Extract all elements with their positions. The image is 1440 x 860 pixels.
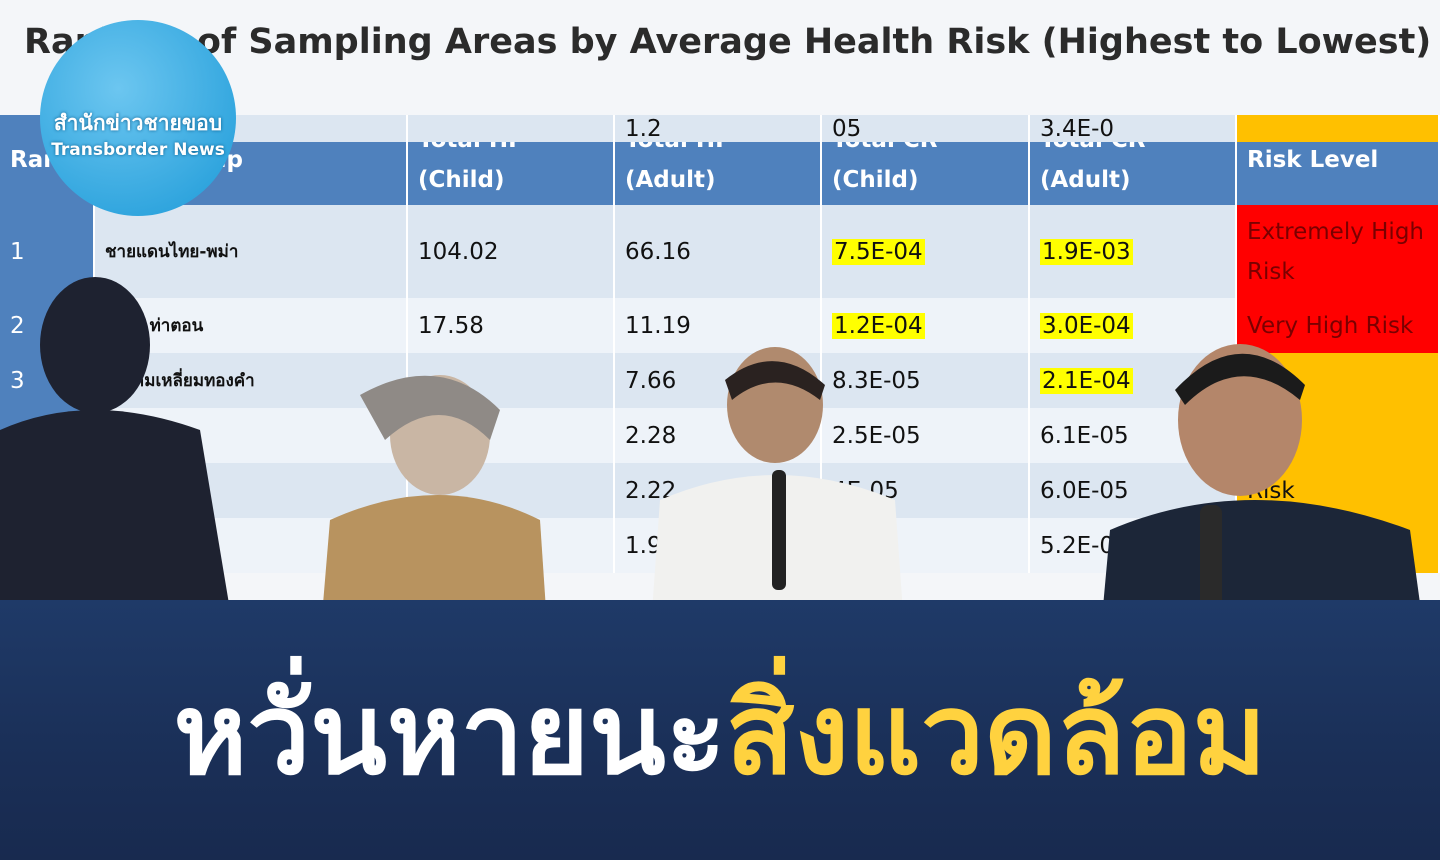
highlighted-value: 1.9E-03 — [1040, 238, 1133, 265]
logo: สำนักข่าวชายขอบ Transborder News — [40, 20, 236, 216]
table-cell: 66.16 — [615, 205, 822, 298]
table-cell: 1 — [0, 205, 95, 298]
table-cell: Extremely High Risk — [1237, 205, 1440, 298]
table-cell: 1.2 — [615, 115, 822, 142]
headline-band — [0, 600, 1440, 860]
table-cell: 1.2E-04 — [822, 298, 1030, 353]
headline: หวั่นหายนะสิ่งแวดล้อม — [0, 660, 1440, 810]
highlighted-value: 1.2E-04 — [832, 312, 925, 339]
person-right — [1100, 344, 1425, 640]
table-cell — [408, 115, 615, 142]
table-cell: 104.02 — [408, 205, 615, 298]
table-cell: 17.58 — [408, 298, 615, 353]
table-cell: 7.5E-04 — [822, 205, 1030, 298]
table-cell: Very High Risk — [1237, 298, 1440, 353]
table-cell: 3.0E-04 — [1030, 298, 1237, 353]
table-cell — [1237, 115, 1440, 142]
highlighted-value: 2.1E-04 — [1040, 367, 1133, 394]
table-cell: 3.4E-0 — [1030, 115, 1237, 142]
table-cell: 2.5E-05 — [822, 408, 1030, 463]
headline-white: หวั่นหายนะ — [173, 670, 726, 800]
logo-thai: สำนักข่าวชายขอบ — [53, 110, 223, 135]
table-cell: 05 — [822, 115, 1030, 142]
table-cell: 11.19 — [615, 298, 822, 353]
table-cell: 8.3E-05 — [822, 353, 1030, 408]
table-cell: ชายแดนไทย-พม่า — [95, 205, 408, 298]
highlighted-value: 3.0E-04 — [1040, 312, 1133, 339]
slide-title: Ranking of Sampling Areas by Average Hea… — [24, 22, 1432, 62]
highlighted-value: 7.5E-04 — [832, 238, 925, 265]
person-white — [650, 347, 905, 640]
table-cell: 6.0E-05 — [1030, 463, 1237, 518]
table-cell: 1.9E-03 — [1030, 205, 1237, 298]
logo-english: Transborder News — [51, 139, 225, 160]
headline-yellow: สิ่งแวดล้อม — [725, 670, 1267, 800]
table-row: 1 ชายแดนไทย-พม่า 104.02 66.16 7.5E-04 1.9E-03… — [0, 205, 1440, 298]
person-left — [0, 277, 235, 640]
